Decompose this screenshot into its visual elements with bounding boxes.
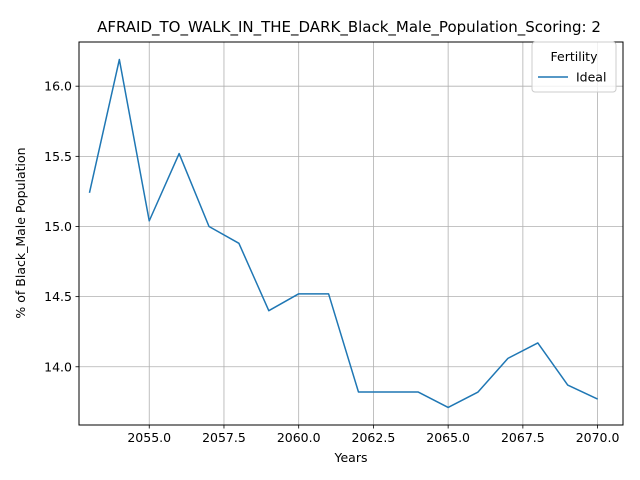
x-tick-label: 2062.5: [352, 430, 396, 445]
y-tick-label: 16.0: [44, 79, 72, 94]
legend-title: Fertility: [551, 49, 599, 64]
x-tick-label: 2060.0: [277, 430, 321, 445]
y-tick-label: 15.5: [44, 149, 72, 164]
x-tick-label: 2065.0: [426, 430, 470, 445]
x-tick-label: 2057.5: [202, 430, 246, 445]
x-axis-label: Years: [334, 450, 368, 465]
y-tick-label: 14.0: [44, 359, 72, 374]
legend-label: Ideal: [576, 70, 606, 85]
legend: Fertility Ideal: [531, 41, 617, 93]
chart-title: AFRAID_TO_WALK_IN_THE_DARK_Black_Male_Po…: [97, 18, 601, 37]
y-tick-label: 15.0: [44, 219, 72, 234]
y-tick-label: 14.5: [44, 289, 72, 304]
series-layer: [88, 58, 598, 409]
series-line-ideal: [88, 58, 598, 409]
x-tick-label: 2070.0: [576, 430, 620, 445]
grid: [79, 42, 623, 425]
y-axis-label: % of Black_Male Population: [13, 147, 28, 318]
x-tick-label: 2055.0: [127, 430, 171, 445]
legend-box: [531, 41, 617, 93]
plot-area: [78, 41, 624, 426]
x-tick-label: 2067.5: [501, 430, 545, 445]
ticks: 2055.0 2057.5 2060.0 2062.5 2065.0 2067.5 2070…: [44, 79, 619, 445]
